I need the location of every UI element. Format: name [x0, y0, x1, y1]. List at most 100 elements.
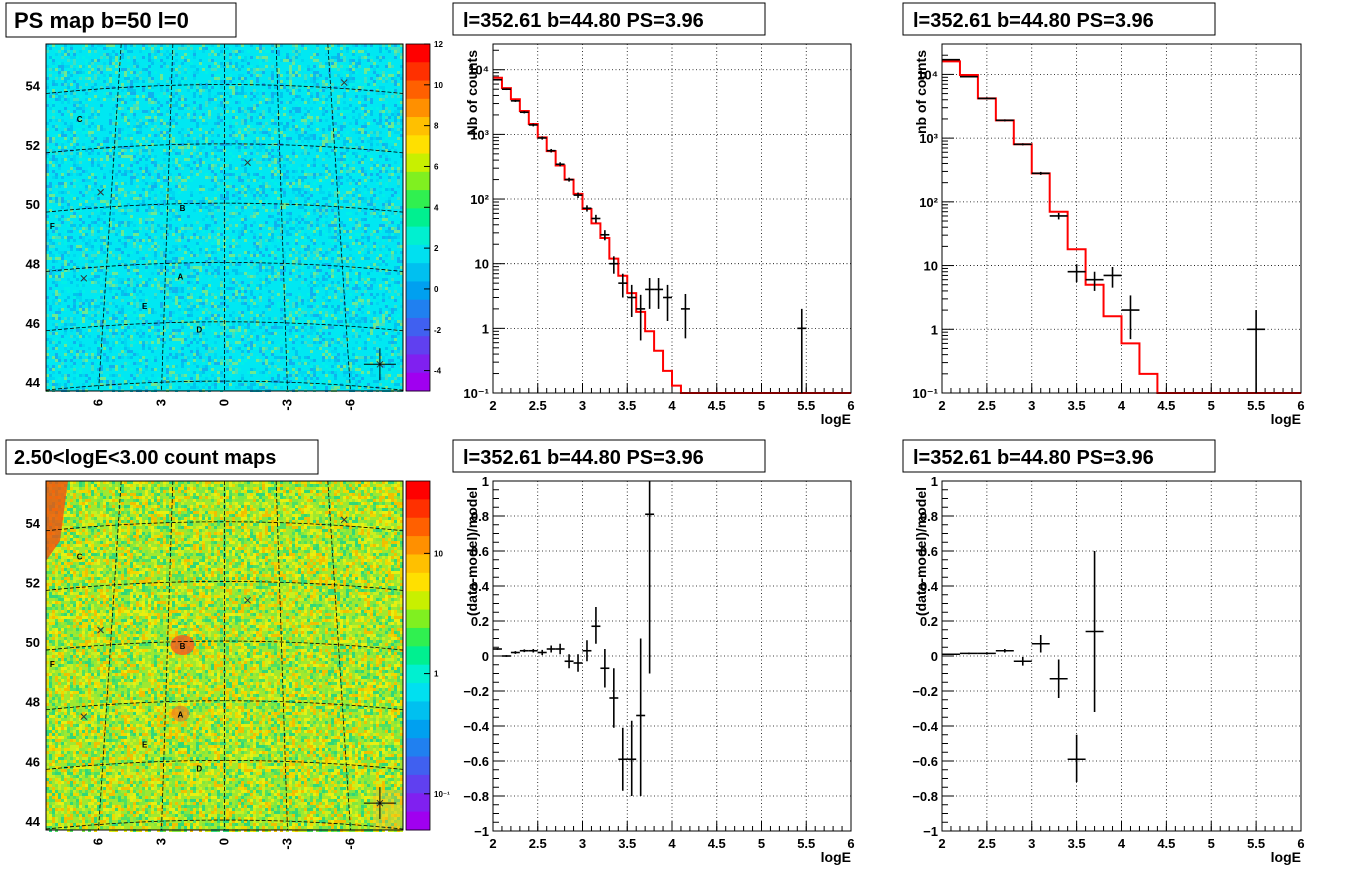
map-pixel [307, 185, 310, 188]
map-pixel [364, 254, 367, 257]
map-pixel [52, 68, 55, 71]
map-pixel [319, 212, 322, 215]
map-pixel [112, 89, 115, 92]
map-pixel [55, 176, 58, 179]
map-pixel [247, 311, 250, 314]
map-pixel [46, 86, 49, 89]
map-pixel [172, 290, 175, 293]
map-pixel [151, 86, 154, 89]
map-pixel [196, 275, 199, 278]
map-pixel [298, 320, 301, 323]
map-pixel [148, 188, 151, 191]
map-pixel [187, 107, 190, 110]
map-pixel [301, 236, 304, 239]
map-pixel [82, 125, 85, 128]
map-pixel [211, 167, 214, 170]
map-pixel [310, 128, 313, 131]
map-pixel [397, 176, 400, 179]
map-pixel [118, 254, 121, 257]
map-pixel [166, 89, 169, 92]
map-pixel [73, 89, 76, 92]
map-pixel [340, 161, 343, 164]
map-pixel [334, 215, 337, 218]
map-pixel [337, 101, 340, 104]
map-pixel [244, 224, 247, 227]
map-pixel [250, 98, 253, 101]
map-pixel [208, 110, 211, 113]
map-pixel [103, 272, 106, 275]
map-pixel [280, 158, 283, 161]
map-pixel [127, 122, 130, 125]
map-pixel [217, 245, 220, 248]
map-pixel [166, 110, 169, 113]
map-pixel [97, 323, 100, 326]
map-pixel [166, 299, 169, 302]
map-pixel [157, 191, 160, 194]
map-pixel [358, 203, 361, 206]
map-pixel [49, 215, 52, 218]
map-pixel [70, 65, 73, 68]
map-pixel [337, 125, 340, 128]
map-pixel [199, 83, 202, 86]
map-pixel [370, 203, 373, 206]
map-pixel [253, 296, 256, 299]
map-pixel [205, 326, 208, 329]
map-pixel [133, 230, 136, 233]
map-pixel [175, 293, 178, 296]
map-pixel [382, 146, 385, 149]
map-pixel [238, 92, 241, 95]
map-pixel [112, 287, 115, 290]
map-pixel [103, 251, 106, 254]
map-pixel [370, 161, 373, 164]
map-pixel [73, 59, 76, 62]
map-pixel [142, 68, 145, 71]
map-pixel [388, 227, 391, 230]
map-pixel [301, 266, 304, 269]
map-pixel [190, 65, 193, 68]
map-pixel [292, 149, 295, 152]
map-pixel [121, 224, 124, 227]
map-pixel [187, 176, 190, 179]
map-pixel [394, 281, 397, 284]
map-pixel [376, 251, 379, 254]
map-pixel [169, 329, 172, 332]
map-pixel [220, 317, 223, 320]
map-pixel [370, 188, 373, 191]
map-pixel [130, 293, 133, 296]
map-pixel [331, 182, 334, 185]
map-pixel [388, 176, 391, 179]
map-pixel [166, 281, 169, 284]
map-pixel [181, 188, 184, 191]
map-pixel [61, 251, 64, 254]
map-pixel [142, 44, 145, 47]
map-pixel [301, 206, 304, 209]
map-pixel [121, 173, 124, 176]
map-pixel [298, 50, 301, 53]
map-pixel [340, 65, 343, 68]
map-pixel [193, 113, 196, 116]
map-pixel [373, 62, 376, 65]
map-pixel [388, 257, 391, 260]
map-pixel [97, 281, 100, 284]
map-pixel [193, 116, 196, 119]
map-pixel [103, 185, 106, 188]
map-pixel [331, 209, 334, 212]
map-pixel [349, 140, 352, 143]
map-pixel [385, 170, 388, 173]
map-pixel [130, 149, 133, 152]
map-pixel [304, 122, 307, 125]
map-pixel [136, 104, 139, 107]
map-pixel [220, 167, 223, 170]
map-pixel [358, 80, 361, 83]
map-pixel [199, 236, 202, 239]
map-pixel [100, 239, 103, 242]
map-pixel [226, 65, 229, 68]
map-pixel [208, 86, 211, 89]
map-pixel [151, 101, 154, 104]
map-pixel [52, 302, 55, 305]
map-pixel [118, 209, 121, 212]
map-pixel [106, 281, 109, 284]
map-pixel [241, 218, 244, 221]
map-pixel [79, 107, 82, 110]
map-pixel [73, 263, 76, 266]
